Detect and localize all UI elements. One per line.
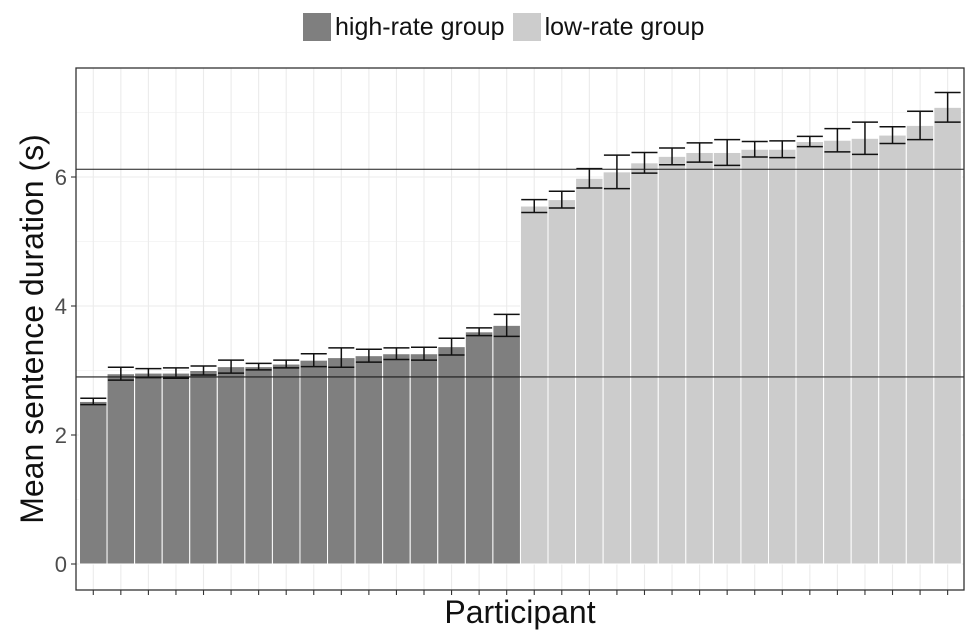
- bar-high-rate: [409, 353, 439, 565]
- y-tick-label: 6: [55, 165, 67, 190]
- bar-low-rate: [575, 177, 604, 565]
- bar-low-rate: [905, 124, 935, 565]
- legend-swatch-high-rate: [303, 13, 331, 41]
- bar-high-rate: [299, 359, 329, 565]
- bar-high-rate: [271, 363, 301, 565]
- bar-high-rate: [437, 346, 466, 565]
- bar-low-rate: [740, 148, 770, 565]
- bar-high-rate: [189, 370, 218, 565]
- x-axis-ticks: [92, 590, 949, 595]
- legend-item-low-rate: low-rate group: [512, 12, 705, 42]
- bar-low-rate: [712, 151, 742, 565]
- bar-high-rate: [244, 366, 273, 565]
- plot-border: [75, 67, 965, 591]
- bar-low-rate: [768, 148, 797, 565]
- legend-label-low-rate: low-rate group: [544, 12, 705, 41]
- bar-high-rate: [327, 357, 356, 565]
- bar-high-rate: [464, 331, 494, 565]
- bar-high-rate: [134, 372, 163, 565]
- bar-low-rate: [685, 151, 714, 565]
- legend-label-high-rate: high-rate group: [335, 12, 505, 41]
- y-tick-label: 4: [55, 294, 67, 319]
- bar-low-rate: [933, 106, 962, 565]
- bar-low-rate: [602, 171, 632, 565]
- y-axis-title: Mean sentence duration (s): [14, 134, 50, 524]
- bar-low-rate: [823, 139, 852, 565]
- bar-low-rate: [795, 141, 825, 565]
- bars: [79, 106, 962, 565]
- legend: high-rate group low-rate group: [303, 10, 712, 44]
- bar-low-rate: [850, 137, 880, 565]
- bar-high-rate: [79, 400, 108, 565]
- reference-lines: [76, 168, 964, 378]
- bar-low-rate: [878, 134, 907, 565]
- legend-swatch-low-rate: [512, 13, 541, 41]
- error-bars: [80, 91, 961, 406]
- bar-high-rate: [382, 353, 411, 565]
- bar-high-rate: [216, 366, 246, 565]
- y-axis: 0 2 4 6: [55, 165, 76, 577]
- bar-high-rate: [354, 355, 384, 565]
- bar-low-rate: [547, 199, 577, 565]
- bar-low-rate: [519, 205, 549, 565]
- bar-high-rate: [161, 372, 191, 565]
- bar-low-rate: [630, 162, 659, 565]
- x-axis-title: Participant: [444, 594, 595, 630]
- bar-low-rate: [657, 155, 687, 565]
- legend-item-high-rate: high-rate group: [303, 13, 505, 42]
- y-tick-label: 0: [55, 552, 67, 577]
- y-tick-label: 2: [55, 423, 67, 448]
- bar-high-rate: [106, 373, 136, 565]
- bar-high-rate: [492, 324, 521, 565]
